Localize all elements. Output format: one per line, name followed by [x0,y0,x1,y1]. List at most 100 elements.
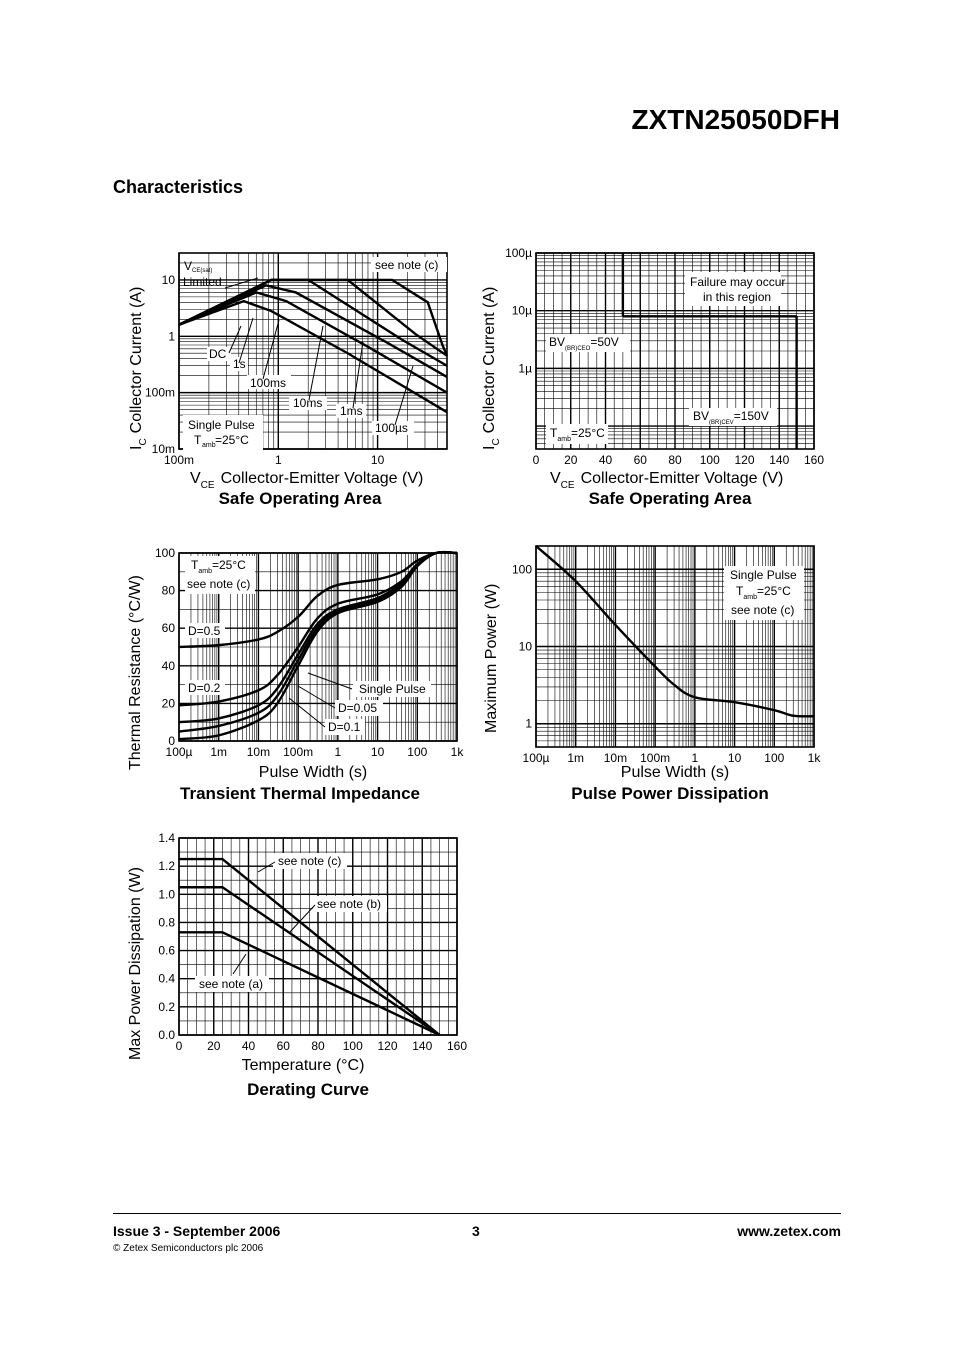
leader-line [224,277,259,289]
y-tick-label: 100 [155,546,175,560]
leader-line [394,365,414,426]
x-tick-label: 100µ [166,745,193,759]
footer-copyright: © Zetex Semiconductors plc 2006 [113,1243,264,1254]
y-axis-title-main: I [128,446,145,450]
x-tick-label: 100m [283,745,313,759]
y-axis-title-rest: Collector Current (A) [481,287,498,434]
footer-issue: Issue 3 - September 2006 [113,1223,281,1239]
label-tamb-sub: amb [743,594,757,601]
x-tick-label: 140 [769,453,789,467]
x-tick-label: 10m [247,745,270,759]
plot-frame [178,252,448,450]
label-100ms: 100ms [250,376,286,390]
label-tamb: Tamb=25°C [550,426,605,443]
x-axis-title: VCE Collector-Emitter Voltage (V) [550,470,783,491]
y-tick-label: 0.0 [158,1028,175,1042]
label-1s: 1s [233,357,246,371]
x-axis-title-main: V [190,470,201,487]
y-tick-labels: 0.0 0.2 0.4 0.6 0.8 1.0 1.2 1.4 [158,831,175,1042]
label-note-c: see note (c) [278,854,341,868]
label-bv-cev-val: =150V [734,409,769,423]
label-vce-sat-sub: CE(sat) [192,268,212,274]
label-d01: D=0.1 [328,720,361,734]
leader-line [352,341,364,409]
plot-frame [535,252,815,450]
footer-website[interactable]: www.zetex.com [737,1223,841,1239]
y-tick-labels: 10m 100m 1 10 [145,273,175,456]
label-bv-ceo: BV(BR)CEO=50V [549,335,619,352]
y-tick-label: 1.0 [158,887,175,901]
series-1s [178,291,448,394]
y-tick-label: 60 [162,621,176,635]
x-tick-label: 1 [692,751,699,765]
pulse-power-chart: Single Pulse Tamb=25°C see note (c) 100µ… [483,545,822,803]
label-d02: D=0.2 [188,681,221,695]
x-tick-label: 40 [599,453,613,467]
soa-linear-chart: Failure may occur in this region BV(BR)C… [481,246,824,508]
y-tick-label: 100m [145,386,175,400]
label-d005: D=0.05 [338,701,377,715]
label-tamb: Tamb=25°C [191,558,246,575]
series-single-pulse [535,545,815,718]
leader-lines [224,277,414,426]
y-tick-labels: 1 10 100 [512,562,532,730]
x-tick-labels: 100µ 1m 10m 100m 1 10 100 1k [523,751,822,765]
x-tick-label: 140 [412,1039,432,1053]
y-tick-label: 10µ [512,304,532,318]
label-tamb-sub: amb [198,568,212,575]
chart-title: Transient Thermal Impedance [180,784,420,803]
label-tamb-val: =25°C [215,433,249,447]
x-tick-label: 120 [377,1039,397,1053]
label-1ms: 1ms [340,404,363,418]
x-tick-label: 1 [335,745,342,759]
y-tick-label: 10 [162,273,176,287]
label-limited: Limited [183,275,222,289]
y-tick-label: 1.4 [158,831,175,845]
y-axis-title-sub: C [491,438,502,445]
y-axis-title-sub: C [138,438,149,445]
y-tick-label: 1 [525,717,532,731]
label-single-pulse: Single Pulse [188,418,255,432]
y-tick-label: 0.2 [158,1000,175,1014]
series-d-0-5 [178,551,458,649]
label-bv-cev: BV(BR)CEV=150V [693,409,769,426]
x-axis-title-rest: Collector-Emitter Voltage (V) [221,470,424,487]
label-bv-cev-sub: (BR)CEV [709,420,734,426]
x-tick-label: 1m [210,745,227,759]
leader-line [238,317,254,364]
label-tamb-t: T [736,584,744,598]
y-tick-label: 1 [168,329,175,343]
label-tamb-val: =25°C [571,426,605,440]
label-d05: D=0.5 [188,624,221,638]
x-tick-label: 10 [371,453,385,467]
x-axis-title: Pulse Width (s) [621,764,729,781]
x-tick-label: 100 [700,453,720,467]
plot-frame [178,837,458,1036]
plot-area [178,252,449,450]
label-bv-cev-main: BV [693,409,709,423]
label-tamb-t: T [191,558,199,572]
part-number: ZXTN25050DFH [631,104,840,135]
y-axis-title-rest: Collector Current (A) [128,287,145,434]
x-tick-label: 1k [808,751,822,765]
y-tick-label: 100 [512,562,532,576]
y-tick-label: 40 [162,659,176,673]
leader-line [262,319,280,380]
chart-title: Safe Operating Area [589,489,752,508]
x-tick-label: 100m [640,751,670,765]
label-bv-ceo-main: BV [549,335,565,349]
label-dc: DC [209,347,227,361]
leader-lines [232,861,316,975]
y-tick-label: 10m [152,442,175,456]
chart-title: Pulse Power Dissipation [571,784,768,803]
y-tick-label: 1µ [518,361,532,375]
x-tick-labels: 100µ 1m 10m 100m 1 10 100 1k [166,745,465,759]
x-tick-label: 20 [207,1039,221,1053]
y-axis-title: Maximum Power (W) [483,584,500,733]
label-note-b: see note (b) [317,897,381,911]
leader-lines [288,672,353,728]
x-tick-label: 10 [371,745,385,759]
y-tick-label: 1.2 [158,859,175,873]
x-axis-title-sub: CE [201,480,215,491]
plot-area [178,837,458,1037]
